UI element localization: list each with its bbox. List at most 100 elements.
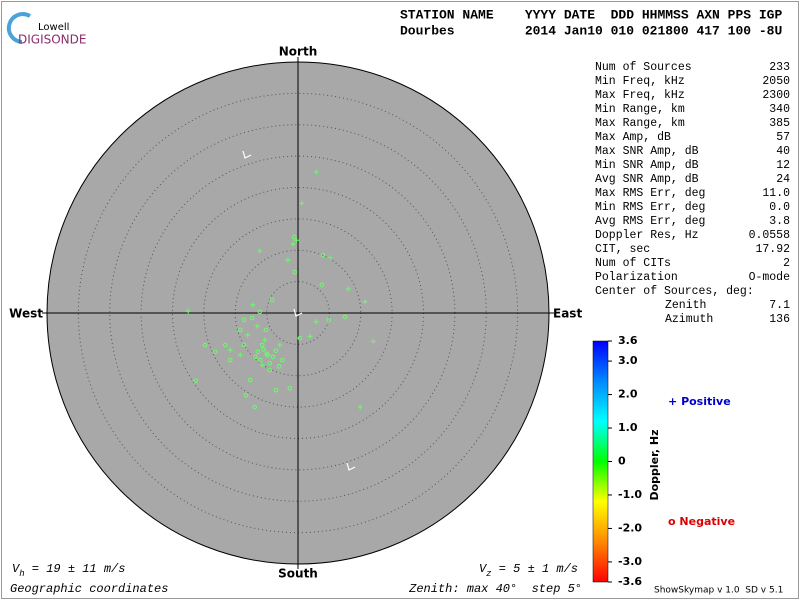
logo-text: DIGISONDE <box>18 33 86 47</box>
source-point <box>297 335 303 341</box>
logo-arc <box>6 12 32 44</box>
source-point <box>212 349 218 355</box>
source-point <box>258 357 263 363</box>
stat-value: 233 <box>769 61 790 74</box>
angle-marker <box>346 462 356 471</box>
source-point <box>313 169 319 175</box>
stat-value: 2050 <box>762 75 790 88</box>
source-point <box>257 309 263 315</box>
t: ° step <box>510 582 568 596</box>
direction-label: North <box>279 45 317 59</box>
source-point <box>291 234 297 240</box>
source-point <box>327 255 333 261</box>
source-point <box>237 352 243 358</box>
source-point <box>248 377 253 383</box>
plot <box>42 57 554 569</box>
source-point <box>345 286 351 292</box>
stat-label: Min Freq, kHz <box>595 75 685 88</box>
source-point <box>320 252 326 258</box>
source-point <box>237 327 243 333</box>
header-values: Dourbes 2014 Jan10 010 021800 417 100 -8… <box>400 23 782 38</box>
stat-label: Max Amp, dB <box>595 131 671 144</box>
source-point <box>241 317 247 323</box>
source-point <box>222 342 228 348</box>
source-point <box>255 349 261 355</box>
stat-label: Min RMS Err, deg <box>595 201 705 214</box>
logo-text: Lowell <box>38 22 69 33</box>
direction-label: South <box>278 567 318 581</box>
source-point <box>245 332 251 338</box>
source-point <box>241 342 247 348</box>
source-point <box>273 387 279 393</box>
source-point <box>227 357 233 363</box>
colorbar-tick-label: 1.0 <box>618 421 638 434</box>
stat-value: 12 <box>776 159 790 172</box>
text: = 19 ± 11 m/s <box>25 562 126 576</box>
stat-label: Max Freq, kHz <box>595 89 685 102</box>
source-point <box>276 364 282 369</box>
legend-name: Positive <box>681 395 731 408</box>
source-point <box>262 337 268 343</box>
source-point <box>193 378 199 384</box>
stat-value: 340 <box>769 103 790 116</box>
source-point <box>285 257 291 263</box>
angle-marker <box>293 308 303 317</box>
stat-label: Min SNR Amp, dB <box>595 159 699 172</box>
legend-entry: + Positive <box>668 395 731 408</box>
legend-marker: o <box>668 515 676 528</box>
vh-label: Vh = 19 ± 11 m/s <box>12 562 125 579</box>
stat-value: 7.1 <box>769 299 790 312</box>
stat-label: Doppler Res, Hz <box>595 229 699 242</box>
source-point <box>227 347 233 353</box>
colorbar-tick-label: 3.0 <box>618 354 638 367</box>
stat-value: 2 <box>783 257 790 270</box>
colorbar-tick-label: -3.6 <box>618 575 642 588</box>
source-point <box>273 348 279 353</box>
source-point <box>270 354 276 360</box>
stat-label: Avg RMS Err, deg <box>595 215 705 228</box>
source-point <box>287 386 293 391</box>
t: 40 <box>496 582 510 596</box>
source-point <box>250 302 256 308</box>
stat-value: 0.0558 <box>749 229 791 242</box>
source-point <box>249 315 255 321</box>
source-point <box>319 282 325 288</box>
stat-label: Max SNR Amp, dB <box>595 145 699 158</box>
zenith-label: Zenith: max 40° step 5° <box>408 582 582 596</box>
source-point <box>267 360 273 366</box>
source-point <box>202 342 208 348</box>
stat-label: Min Range, km <box>595 103 685 116</box>
stat-value: 3.8 <box>769 215 790 228</box>
colorbar-tick-label: 0 <box>618 455 626 468</box>
source-point <box>261 347 266 352</box>
text: = 5 ± 1 m/s <box>492 562 578 576</box>
symbol: V <box>479 562 488 576</box>
source-point <box>259 342 265 348</box>
stat-value: 0.0 <box>769 201 790 214</box>
stat-label: CIT, sec <box>595 243 650 256</box>
stat-label: Avg SNR Amp, dB <box>595 173 699 186</box>
source-point <box>253 354 258 360</box>
source-point <box>294 237 300 243</box>
stat-label: Num of CITs <box>595 257 671 270</box>
source-point <box>257 248 263 254</box>
source-point <box>243 392 249 398</box>
stat-label: Center of Sources, deg: <box>595 285 754 298</box>
stat-value: 57 <box>776 131 790 144</box>
vz-label: Vz = 5 ± 1 m/s <box>479 562 578 579</box>
colorbar-label: Doppler, Hz <box>648 429 661 500</box>
source-point <box>185 308 191 314</box>
stat-value: 40 <box>776 145 790 158</box>
t: ° <box>575 582 582 596</box>
t: Zenith: max <box>408 582 495 596</box>
source-point <box>280 357 285 363</box>
stat-value: 136 <box>769 313 790 326</box>
subscript: z <box>486 569 491 579</box>
stat-value: 11.0 <box>762 187 790 200</box>
source-point <box>252 404 258 410</box>
source-point <box>264 351 269 357</box>
subscript: h <box>19 569 24 579</box>
source-point <box>292 269 298 275</box>
source-point <box>307 333 313 339</box>
